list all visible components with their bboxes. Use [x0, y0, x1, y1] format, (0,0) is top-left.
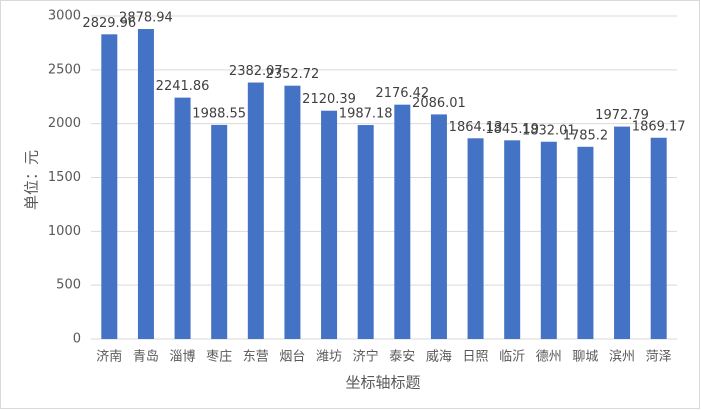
- x-tick-label: 临沂: [499, 350, 525, 365]
- x-tick-label: 德州: [536, 350, 562, 365]
- value-label: 1785.2: [563, 128, 609, 143]
- x-tick-label: 济宁: [353, 349, 379, 365]
- value-label: 1845.19: [485, 122, 539, 137]
- value-label: 1988.55: [192, 106, 246, 121]
- bar: [540, 141, 557, 339]
- bar: [101, 34, 118, 339]
- bar: [174, 97, 191, 339]
- value-label: 2120.39: [302, 92, 356, 107]
- x-tick-label: 淄博: [170, 350, 196, 365]
- x-tick-label: 济南: [96, 349, 122, 365]
- bar: [247, 82, 264, 340]
- y-tick-label: 2000: [48, 116, 81, 131]
- value-label: 1972.79: [595, 108, 649, 123]
- y-tick-label: 2500: [48, 62, 81, 77]
- value-label: 2878.94: [119, 11, 173, 26]
- x-tick-label: 泰安: [389, 350, 415, 365]
- x-axis-title: 坐标轴标题: [345, 374, 420, 392]
- x-tick-label: 烟台: [279, 350, 305, 365]
- x-tick-label: 青岛: [133, 349, 159, 365]
- value-label: 1869.17: [632, 119, 686, 134]
- bar: [284, 85, 301, 339]
- bar: [394, 104, 411, 339]
- bar: [430, 114, 447, 340]
- bar: [321, 110, 338, 339]
- bar: [211, 124, 228, 340]
- y-axis-title: 单位：元: [23, 150, 41, 210]
- y-tick-label: 1500: [48, 170, 81, 185]
- value-label: 2086.01: [412, 96, 466, 111]
- bar: [614, 126, 631, 339]
- value-label: 2241.86: [156, 79, 210, 94]
- x-tick-label: 潍坊: [316, 350, 342, 365]
- x-tick-label: 东营: [243, 350, 269, 365]
- bar: [650, 137, 667, 339]
- x-tick-label: 滨州: [609, 349, 635, 365]
- value-label: 2176.42: [375, 86, 429, 101]
- value-label: 1987.18: [339, 107, 393, 122]
- y-tick-label: 3000: [48, 9, 81, 24]
- y-tick-label: 500: [56, 278, 81, 293]
- x-tick-label: 枣庄: [206, 349, 232, 365]
- value-label: 2829.96: [82, 16, 136, 31]
- value-label: 2382.07: [229, 64, 283, 79]
- value-label: 1864.13: [449, 120, 503, 135]
- value-label: 2352.72: [266, 67, 320, 82]
- x-tick-label: 菏泽: [646, 350, 672, 365]
- bar: [137, 29, 154, 340]
- x-tick-label: 日照: [463, 350, 489, 365]
- bar: [357, 125, 374, 339]
- bar: [467, 138, 484, 339]
- y-tick-label: 1000: [48, 224, 81, 239]
- bar: [504, 140, 521, 339]
- bar: [577, 146, 594, 339]
- value-label: 1832.01: [522, 123, 576, 138]
- y-tick-label: 0: [73, 332, 81, 347]
- x-tick-label: 威海: [426, 350, 452, 365]
- x-tick-label: 聊城: [572, 350, 598, 365]
